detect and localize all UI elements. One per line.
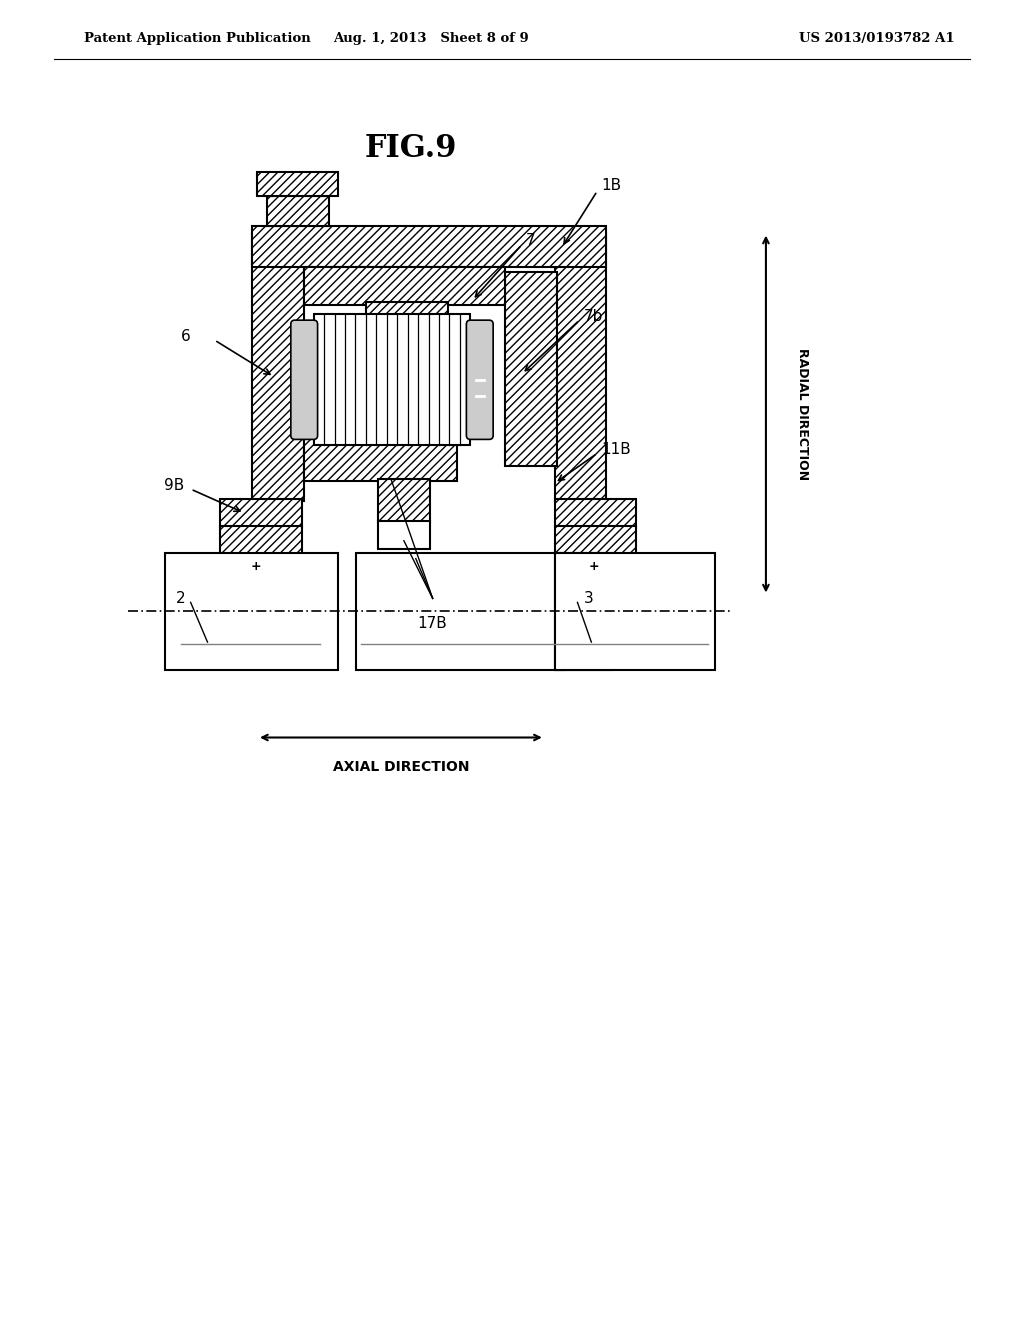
Text: Patent Application Publication: Patent Application Publication	[84, 33, 310, 45]
Text: +: +	[251, 560, 261, 573]
Bar	[252, 226, 606, 268]
Text: 1B: 1B	[601, 177, 622, 193]
Bar	[220, 499, 302, 527]
Bar	[585, 553, 636, 581]
Bar	[304, 268, 505, 305]
Text: 7: 7	[526, 234, 536, 248]
Bar	[555, 499, 636, 527]
Bar	[220, 553, 272, 581]
Bar	[220, 525, 302, 556]
Text: 7b: 7b	[584, 309, 603, 323]
Text: US 2013/0193782 A1: US 2013/0193782 A1	[799, 33, 954, 45]
Bar	[378, 479, 430, 523]
Text: 9B: 9B	[165, 478, 184, 492]
Bar	[257, 172, 338, 195]
Bar	[555, 525, 636, 556]
Bar	[252, 232, 304, 502]
FancyBboxPatch shape	[291, 321, 317, 440]
Bar	[555, 232, 606, 502]
Bar	[313, 314, 470, 445]
Bar	[304, 433, 458, 480]
Text: 6: 6	[181, 329, 190, 343]
Text: Aug. 1, 2013   Sheet 8 of 9: Aug. 1, 2013 Sheet 8 of 9	[333, 33, 528, 45]
Bar	[367, 302, 447, 433]
Text: 3: 3	[584, 591, 593, 606]
Bar	[378, 521, 430, 549]
Bar	[267, 195, 329, 226]
Bar	[356, 553, 564, 671]
Text: 11B: 11B	[601, 442, 631, 457]
Text: 2: 2	[176, 591, 185, 606]
Text: AXIAL DIRECTION: AXIAL DIRECTION	[333, 760, 469, 775]
FancyBboxPatch shape	[466, 321, 494, 440]
Bar	[165, 553, 338, 671]
Text: RADIAL DIRECTION: RADIAL DIRECTION	[796, 348, 809, 480]
Text: FIG.9: FIG.9	[365, 133, 457, 164]
Text: 17B: 17B	[418, 616, 447, 631]
Text: +: +	[589, 560, 600, 573]
Bar	[555, 553, 612, 671]
Bar	[555, 553, 716, 671]
Bar	[505, 272, 557, 466]
